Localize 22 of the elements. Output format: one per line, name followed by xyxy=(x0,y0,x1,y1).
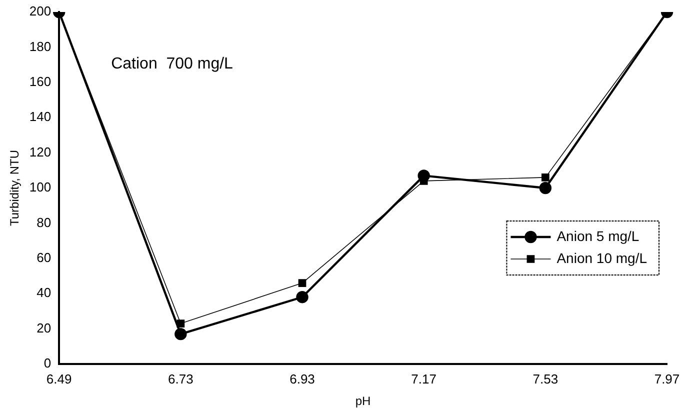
y-tick-label: 40 xyxy=(36,285,52,300)
x-tick-label: 6.49 xyxy=(46,371,72,386)
x-axis-title: pH xyxy=(355,394,371,408)
legend-label: Anion 5 mg/L xyxy=(556,228,640,244)
y-axis-title: Turbidity, NTU xyxy=(8,150,22,226)
x-tick-label: 6.93 xyxy=(290,371,315,386)
legend-label: Anion 10 mg/L xyxy=(556,250,648,266)
x-tick-label: 7.53 xyxy=(532,371,558,386)
y-tick-label: 200 xyxy=(29,4,52,19)
y-tick-label: 100 xyxy=(29,180,52,195)
y-tick-label: 160 xyxy=(29,74,52,89)
x-tick-label: 7.97 xyxy=(654,371,680,386)
y-tick-label: 120 xyxy=(29,144,52,160)
y-tick-label: 0 xyxy=(44,356,52,371)
annotation: Cation 700 mg/L xyxy=(111,55,234,72)
x-tick-label: 7.17 xyxy=(411,371,436,386)
y-tick-label: 20 xyxy=(36,320,52,336)
x-tick-label: 6.73 xyxy=(168,371,194,386)
y-tick-label: 80 xyxy=(36,214,52,230)
y-tick-label: 60 xyxy=(36,250,52,265)
y-tick-label: 140 xyxy=(29,109,52,124)
y-tick-label: 180 xyxy=(29,38,52,54)
